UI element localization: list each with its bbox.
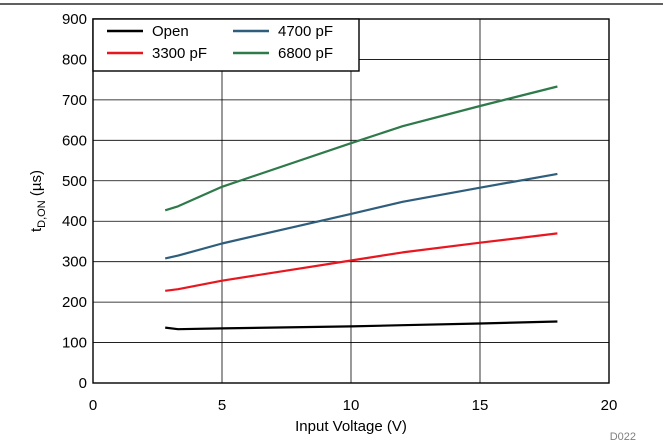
x-tick-label: 5 xyxy=(218,397,226,414)
figure-id: D022 xyxy=(610,431,636,443)
y-tick-label: 600 xyxy=(62,132,87,149)
y-axis-label-main: t xyxy=(28,227,45,232)
legend: Open 3300 pF 4700 pF 6800 pF xyxy=(92,18,360,72)
x-tick-label: 20 xyxy=(601,397,618,414)
y-tick-label: 700 xyxy=(62,92,87,109)
legend-label: 3300 pF xyxy=(152,45,207,62)
y-tick-label: 300 xyxy=(62,254,87,271)
x-tick-label: 0 xyxy=(89,397,97,414)
y-tick-labels: 0 100 200 300 400 500 600 700 800 900 xyxy=(62,11,87,392)
y-tick-label: 900 xyxy=(62,11,87,28)
legend-label: 4700 pF xyxy=(278,23,333,40)
series-line-1 xyxy=(165,232,558,292)
y-tick-label: 400 xyxy=(62,213,87,230)
series-line-2 xyxy=(164,172,558,260)
y-tick-label: 0 xyxy=(79,375,87,392)
y-axis-label-unit: (µs) xyxy=(28,170,45,200)
y-tick-label: 200 xyxy=(62,294,87,311)
series-line-0 xyxy=(165,320,558,331)
legend-box xyxy=(92,18,360,72)
series-layer xyxy=(164,85,558,331)
x-axis-label: Input Voltage (V) xyxy=(295,418,407,435)
x-tick-labels: 0 5 10 15 20 xyxy=(89,397,618,414)
x-tick-label: 10 xyxy=(343,397,360,414)
legend-label: Open xyxy=(152,23,189,40)
series-line-3 xyxy=(164,85,558,212)
y-axis-label-subscript: D,ON xyxy=(36,200,48,228)
x-tick-label: 15 xyxy=(472,397,489,414)
y-tick-label: 100 xyxy=(62,335,87,352)
y-tick-label: 500 xyxy=(62,173,87,190)
legend-items: Open 3300 pF 4700 pF 6800 pF xyxy=(107,23,333,62)
y-tick-label: 800 xyxy=(62,51,87,68)
legend-label: 6800 pF xyxy=(278,45,333,62)
y-axis-label: tD,ON (µs) xyxy=(28,170,48,232)
